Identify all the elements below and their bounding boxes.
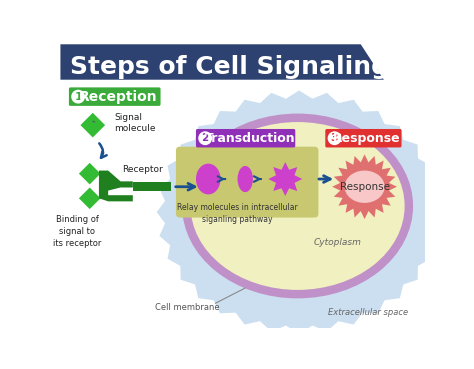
Text: Cell membrane: Cell membrane bbox=[155, 303, 220, 312]
Circle shape bbox=[71, 90, 85, 104]
Text: Binding of
signal to
its receptor: Binding of signal to its receptor bbox=[53, 215, 101, 248]
Text: Signal
molecule: Signal molecule bbox=[114, 113, 156, 133]
FancyBboxPatch shape bbox=[69, 87, 161, 106]
Text: 1: 1 bbox=[74, 92, 82, 101]
Text: Receptor: Receptor bbox=[122, 165, 163, 173]
Text: Response: Response bbox=[333, 132, 401, 145]
Polygon shape bbox=[79, 187, 100, 209]
Polygon shape bbox=[99, 170, 133, 201]
Text: Response: Response bbox=[339, 182, 390, 192]
Text: 3: 3 bbox=[331, 133, 338, 143]
FancyBboxPatch shape bbox=[325, 129, 401, 148]
Ellipse shape bbox=[191, 122, 405, 290]
Text: Extracellular space: Extracellular space bbox=[328, 308, 409, 317]
Ellipse shape bbox=[345, 170, 384, 203]
Ellipse shape bbox=[182, 114, 413, 299]
Text: Relay molecules in intracellular
siganling pathway: Relay molecules in intracellular siganli… bbox=[177, 203, 298, 224]
Circle shape bbox=[198, 131, 212, 145]
Polygon shape bbox=[79, 163, 100, 184]
Polygon shape bbox=[81, 113, 105, 137]
Polygon shape bbox=[332, 154, 397, 219]
Text: Reception: Reception bbox=[79, 90, 157, 104]
FancyBboxPatch shape bbox=[196, 129, 295, 148]
Text: Transduction: Transduction bbox=[205, 132, 295, 145]
Bar bbox=[133, 182, 171, 192]
Circle shape bbox=[328, 131, 341, 145]
Polygon shape bbox=[157, 90, 442, 334]
Text: Cytoplasm: Cytoplasm bbox=[314, 238, 362, 248]
FancyBboxPatch shape bbox=[176, 147, 319, 218]
Ellipse shape bbox=[196, 163, 220, 194]
Ellipse shape bbox=[237, 166, 253, 192]
Text: 2: 2 bbox=[201, 133, 209, 143]
Text: Steps of Cell Signaling: Steps of Cell Signaling bbox=[70, 55, 389, 79]
Polygon shape bbox=[61, 44, 384, 80]
Polygon shape bbox=[268, 162, 302, 196]
